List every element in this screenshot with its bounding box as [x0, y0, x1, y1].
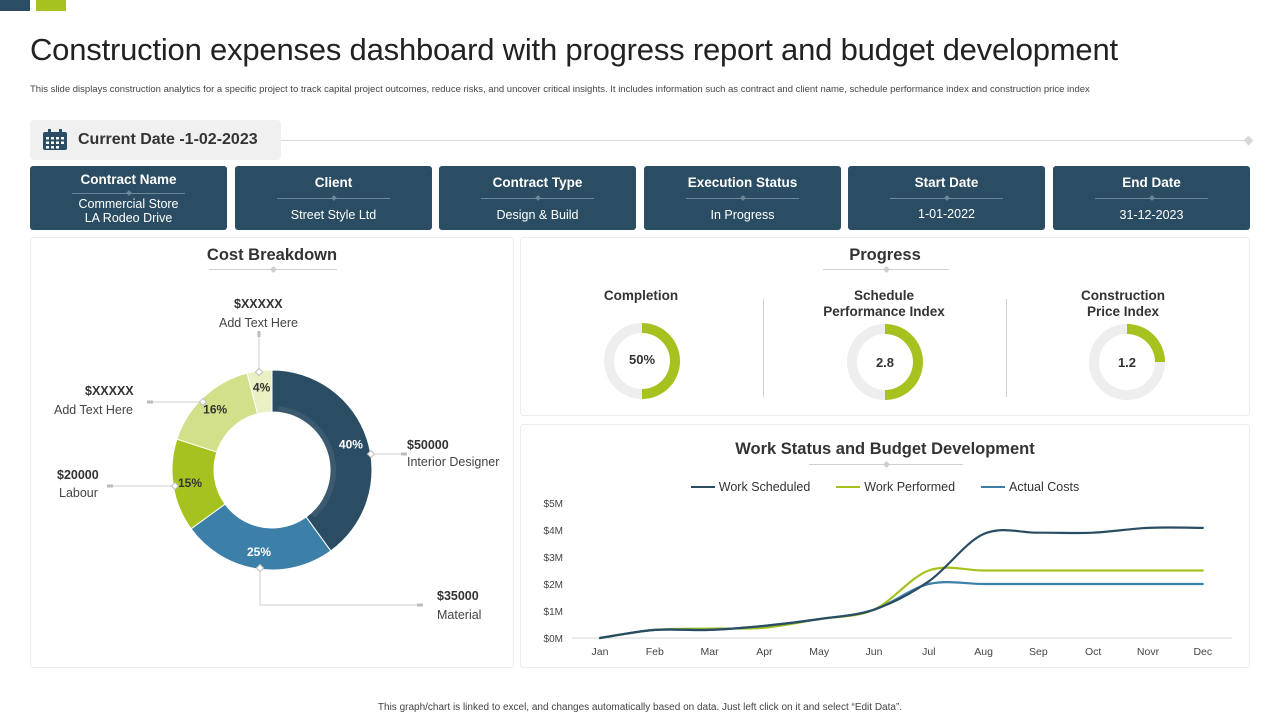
- cost-breakdown-title: Cost Breakdown: [206, 246, 338, 264]
- date-divider: [281, 140, 1247, 141]
- info-card-contract-name: Contract Name Commercial Store LA Rodeo …: [30, 166, 227, 230]
- info-card-separator: [686, 198, 799, 199]
- callout-text-other: Add Text Here: [54, 403, 133, 417]
- progress-title-rule: [823, 269, 949, 270]
- page-title: Construction expenses dashboard with pro…: [30, 32, 1118, 67]
- info-card-label: Contract Type: [492, 175, 583, 190]
- callout-text-labour: Labour: [59, 486, 98, 500]
- info-card-label: End Date: [1122, 175, 1181, 190]
- callout-amount-other: $XXXXX: [85, 384, 134, 398]
- cpi-label-line2: Price Index: [1086, 304, 1160, 319]
- legend-label: Work Performed: [864, 480, 956, 494]
- completion-label: Completion: [603, 288, 679, 303]
- info-card-label: Client: [314, 175, 353, 190]
- progress-title: Progress: [849, 246, 921, 264]
- current-date-text: Current Date -1-02-2023: [78, 131, 258, 148]
- info-card-value: 31-12-2023: [1119, 208, 1184, 222]
- callout-amount-labour: $20000: [57, 468, 99, 482]
- legend-item-work-scheduled: Work Scheduled: [690, 480, 811, 494]
- footer-note: This graph/chart is linked to excel, and…: [377, 702, 903, 713]
- callout-amount-material: $35000: [437, 589, 479, 603]
- cost-breakdown-title-rule: [209, 269, 337, 270]
- info-card-separator: [481, 198, 594, 199]
- info-card-client: Client Street Style Ltd: [235, 166, 432, 230]
- corner-accent-navy: [0, 0, 30, 11]
- info-card-separator: [890, 198, 1003, 199]
- spi-label-line2: Performance Index: [823, 304, 945, 319]
- legend-swatch: [981, 486, 1006, 488]
- info-card-start-date: Start Date 1-01-2022: [848, 166, 1045, 230]
- info-card-value: In Progress: [710, 208, 775, 222]
- line-chart-legend: Work Scheduled Work Performed Actual Cos…: [520, 480, 1250, 494]
- work-status-title: Work Status and Budget Development: [735, 440, 1035, 458]
- date-divider-end: [1243, 135, 1254, 146]
- legend-swatch: [836, 486, 861, 488]
- spi-label-line1: Schedule: [853, 288, 915, 303]
- info-card-label: Start Date: [914, 175, 979, 190]
- legend-item-actual-costs: Actual Costs: [981, 480, 1079, 494]
- callout-text-misc: Add Text Here: [219, 316, 298, 330]
- calendar-icon: [43, 129, 67, 150]
- legend-label: Actual Costs: [1009, 480, 1080, 494]
- callout-amount-misc: $XXXXX: [234, 297, 283, 311]
- info-card-value-line2: LA Rodeo Drive: [84, 211, 173, 225]
- progress-panel: Progress: [520, 237, 1250, 416]
- cpi-label-line1: Construction: [1081, 288, 1165, 303]
- info-card-separator: [277, 198, 390, 199]
- callout-amount-interior: $50000: [407, 438, 449, 452]
- page-subtitle: This slide displays construction analyti…: [30, 84, 1090, 95]
- info-card-label: Execution Status: [687, 175, 798, 190]
- info-card-contract-type: Contract Type Design & Build: [439, 166, 636, 230]
- info-card-value: 1-01-2022: [918, 207, 975, 221]
- work-status-title-rule: [809, 464, 963, 465]
- info-card-separator: [72, 193, 185, 194]
- progress-divider: [763, 299, 764, 397]
- info-card-separator: [1095, 198, 1208, 199]
- corner-accent-green: [36, 0, 66, 11]
- info-card-end-date: End Date 31-12-2023: [1053, 166, 1250, 230]
- callout-text-material: Material: [437, 608, 482, 622]
- info-card-execution-status: Execution Status In Progress: [644, 166, 841, 230]
- callout-text-interior: Interior Designer: [407, 455, 500, 469]
- work-status-panel: Work Status and Budget Development: [520, 424, 1250, 668]
- info-card-value: Design & Build: [496, 208, 579, 222]
- legend-item-work-performed: Work Performed: [836, 480, 955, 494]
- legend-swatch: [690, 486, 715, 488]
- current-date-box: Current Date -1-02-2023: [30, 120, 281, 160]
- progress-divider: [1006, 299, 1007, 397]
- info-card-label: Contract Name: [80, 172, 177, 187]
- info-card-value: Street Style Ltd: [290, 208, 377, 222]
- info-card-value: Commercial Store: [78, 197, 179, 211]
- legend-label: Work Scheduled: [718, 480, 811, 494]
